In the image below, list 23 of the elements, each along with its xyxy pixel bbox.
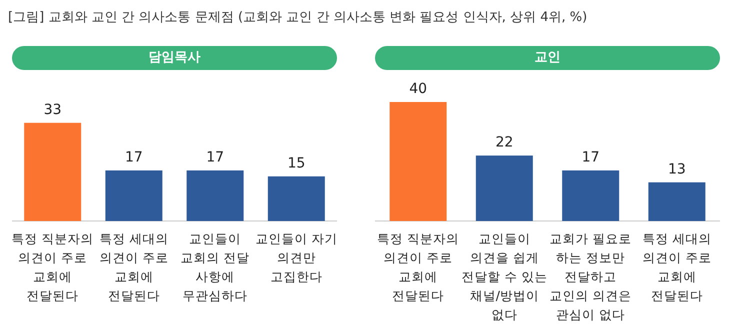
data-label: 17 [582, 149, 600, 166]
chart-title: 교인 [375, 46, 720, 70]
data-label: 33 [44, 102, 62, 118]
x-tick-label: 교회가 필요로 하는 정보만 전달하고 교인의 의견은 관심이 없다 [548, 230, 633, 324]
bar [648, 182, 706, 221]
x-tick-label: 교인들이 교회의 전달 사항에 무관심하다 [180, 231, 250, 303]
data-label: 17 [124, 149, 143, 166]
data-label: 13 [668, 161, 686, 178]
x-tick-label: 교인들이 자기 의견만 고집한다 [254, 230, 338, 286]
x-tick-label: 교인들이 의견을 쉽게 전달할 수 있는 채널/방법이 없다 [460, 230, 548, 324]
chart-title: 담임목사 [12, 46, 337, 70]
x-tick-label: 특정 직분자의 의견이 주로 교회에 전달된다 [376, 230, 460, 305]
bar [562, 170, 620, 221]
x-tick-label: 특정 세대의 의견이 주로 교회에 전달된다 [641, 230, 712, 305]
data-label: 15 [287, 155, 306, 172]
bar [390, 102, 447, 221]
data-label: 22 [495, 134, 514, 151]
text: [그림] 교회와 교인 간 의사소통 문제점 (교회와 교인 간 의사소통 변화 필요성 인식자, 상위 4위, %) [8, 9, 588, 26]
data-label: 17 [206, 149, 224, 166]
x-tick-label: 특정 직분자의 의견이 주로 교회에 전달된다 [10, 230, 95, 305]
bar [476, 156, 533, 221]
x-tick-label: 특정 세대의 의견이 주로 교회에 전달된다 [99, 231, 168, 303]
data-label: 40 [409, 81, 428, 97]
